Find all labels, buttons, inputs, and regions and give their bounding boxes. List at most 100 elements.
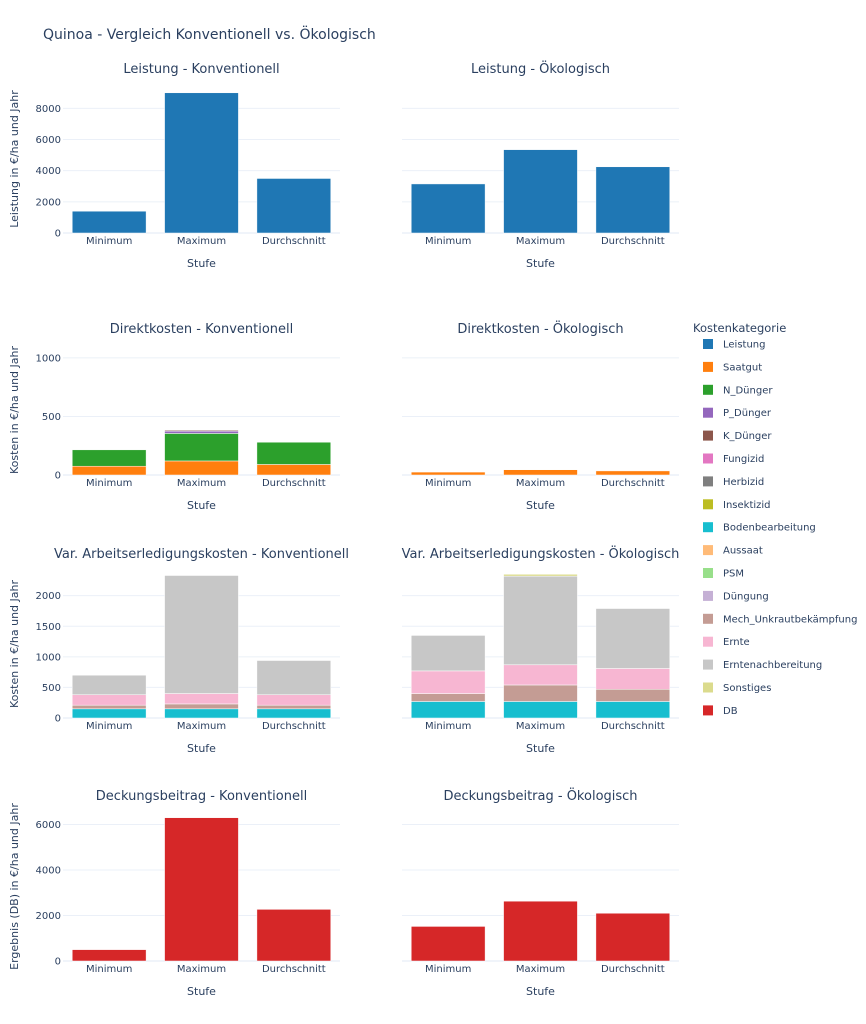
bar-erntenachbereitung-durchschnitt[interactable]	[256, 660, 332, 696]
bar-k-dünger-maximum[interactable]	[164, 429, 239, 432]
legend-swatch	[703, 659, 713, 670]
bar-n-dünger-minimum[interactable]	[71, 449, 147, 467]
bar-db-durchschnitt[interactable]	[595, 912, 671, 962]
bar-n-dünger-durchschnitt[interactable]	[256, 441, 332, 465]
x-tick-label: Minimum	[86, 236, 132, 247]
legend-item-herbizid[interactable]: Herbizid	[703, 476, 764, 488]
y-axis-label: Kosten in €/ha und Jahr	[8, 580, 21, 708]
x-tick-label: Durchschnitt	[262, 236, 326, 247]
legend-item-k-dünger[interactable]: K_Dünger	[703, 430, 772, 443]
bar-db-durchschnitt[interactable]	[256, 909, 332, 962]
legend-item-fungizid[interactable]: Fungizid	[703, 453, 764, 466]
bar-ernte-maximum[interactable]	[503, 664, 578, 686]
legend-item-aussaat[interactable]: Aussaat	[703, 545, 763, 557]
bar-leistung-minimum[interactable]	[71, 210, 147, 234]
legend-item-düngung[interactable]: Düngung	[703, 590, 769, 603]
legend-item-mech-unkrautbekämpfung[interactable]: Mech_Unkrautbekämpfung	[703, 613, 857, 626]
legend-item-db[interactable]: DB	[703, 705, 738, 717]
y-tick-label: 4000	[36, 866, 61, 877]
x-tick-label: Minimum	[86, 964, 132, 975]
bar-db-maximum[interactable]	[164, 817, 239, 962]
bar-mech-unkrautbekämpfung-maximum[interactable]	[503, 684, 578, 702]
bar-mech-unkrautbekämpfung-minimum[interactable]	[71, 704, 147, 710]
legend-item-insektizid[interactable]: Insektizid	[703, 499, 771, 511]
bar-bodenbearbeitung-maximum[interactable]	[164, 708, 239, 719]
legend-item-n-dünger[interactable]: N_Dünger	[703, 384, 773, 397]
bar-db-minimum[interactable]	[71, 949, 147, 962]
legend-item-saatgut[interactable]: Saatgut	[703, 361, 762, 374]
legend-label: N_Dünger	[723, 385, 773, 396]
bar-ernte-minimum[interactable]	[410, 670, 486, 694]
legend-swatch	[703, 613, 713, 624]
bar-bodenbearbeitung-durchschnitt[interactable]	[595, 701, 671, 719]
bar-leistung-durchschnitt[interactable]	[256, 178, 332, 234]
legend-swatch	[703, 636, 713, 647]
x-axis-label: Stufe	[526, 742, 555, 755]
legend-item-p-dünger[interactable]: P_Dünger	[703, 407, 772, 420]
bar-sonstiges-maximum[interactable]	[503, 574, 578, 577]
subplot-title: Deckungsbeitrag - Konventionell	[96, 789, 307, 804]
bar-ernte-maximum[interactable]	[164, 693, 239, 705]
legend-label: Mech_Unkrautbekämpfung	[723, 614, 857, 625]
legend-swatch	[703, 590, 713, 601]
bar-bodenbearbeitung-durchschnitt[interactable]	[256, 708, 332, 719]
y-axis-label: Ergebnis (DB) in €/ha und Jahr	[8, 803, 21, 970]
bar-db-maximum[interactable]	[503, 900, 578, 962]
bar-db-minimum[interactable]	[410, 926, 486, 962]
legend-label: DB	[723, 706, 738, 717]
bar-n-dünger-maximum[interactable]	[164, 433, 239, 462]
bar-bodenbearbeitung-minimum[interactable]	[71, 708, 147, 719]
bar-erntenachbereitung-durchschnitt[interactable]	[595, 608, 671, 669]
legend-item-ernte[interactable]: Ernte	[703, 636, 750, 649]
bar-saatgut-minimum[interactable]	[410, 471, 486, 476]
x-axis-label: Stufe	[187, 499, 216, 512]
bar-mech-unkrautbekämpfung-maximum[interactable]	[164, 703, 239, 710]
bar-saatgut-minimum[interactable]	[71, 465, 147, 476]
legend-swatch	[703, 407, 713, 418]
bar-leistung-maximum[interactable]	[164, 92, 239, 234]
bar-erntenachbereitung-maximum[interactable]	[503, 575, 578, 666]
bar-mech-unkrautbekämpfung-minimum[interactable]	[410, 693, 486, 702]
bar-erntenachbereitung-minimum[interactable]	[410, 635, 486, 672]
legend-swatch	[703, 384, 713, 395]
x-tick-label: Minimum	[86, 478, 132, 489]
bar-ernte-durchschnitt[interactable]	[595, 668, 671, 690]
bar-bodenbearbeitung-maximum[interactable]	[503, 701, 578, 719]
x-tick-label: Durchschnitt	[601, 478, 665, 489]
legend-swatch	[703, 522, 713, 533]
legend-item-psm[interactable]: PSM	[703, 568, 744, 580]
bar-erntenachbereitung-maximum[interactable]	[164, 575, 239, 694]
subplot-6: Minimum Maximum Durchschnitt Var. Arbeitser…	[402, 545, 680, 755]
x-tick-label: Maximum	[516, 721, 565, 732]
bar-leistung-durchschnitt[interactable]	[595, 166, 671, 234]
x-axis-label: Stufe	[187, 742, 216, 755]
x-axis-label: Stufe	[187, 985, 216, 998]
bar-ernte-minimum[interactable]	[71, 694, 147, 706]
legend-item-sonstiges[interactable]: Sonstiges	[703, 682, 771, 695]
x-tick-label: Minimum	[425, 964, 471, 975]
legend-label: P_Dünger	[723, 408, 772, 419]
legend-label: Bodenbearbeitung	[723, 523, 816, 534]
bar-ernte-durchschnitt[interactable]	[256, 694, 332, 706]
y-axis-label: Kosten in €/ha und Jahr	[8, 346, 21, 474]
x-tick-label: Durchschnitt	[262, 964, 326, 975]
bar-leistung-minimum[interactable]	[410, 183, 486, 234]
bar-saatgut-durchschnitt[interactable]	[256, 464, 332, 476]
subplot-3: 0 500 1000 Minimum Maximum Durchschnitt Direkt…	[8, 322, 340, 512]
bar-leistung-maximum[interactable]	[503, 149, 578, 234]
bar-saatgut-durchschnitt[interactable]	[595, 470, 671, 476]
bar-saatgut-maximum[interactable]	[503, 469, 578, 476]
legend-item-leistung[interactable]: Leistung	[703, 339, 765, 351]
bar-bodenbearbeitung-minimum[interactable]	[410, 701, 486, 719]
legend-item-erntenachbereitung[interactable]: Erntenachbereitung	[703, 659, 822, 672]
legend-label: Erntenachbereitung	[723, 660, 822, 671]
bar-saatgut-maximum[interactable]	[164, 460, 239, 476]
bar-erntenachbereitung-minimum[interactable]	[71, 674, 147, 696]
y-tick-label: 500	[42, 412, 61, 423]
bar-mech-unkrautbekämpfung-durchschnitt[interactable]	[256, 704, 332, 710]
bar-mech-unkrautbekämpfung-durchschnitt[interactable]	[595, 689, 671, 702]
x-tick-label: Minimum	[425, 721, 471, 732]
legend-item-bodenbearbeitung[interactable]: Bodenbearbeitung	[703, 522, 816, 534]
bar-p-dünger-maximum[interactable]	[164, 430, 239, 434]
